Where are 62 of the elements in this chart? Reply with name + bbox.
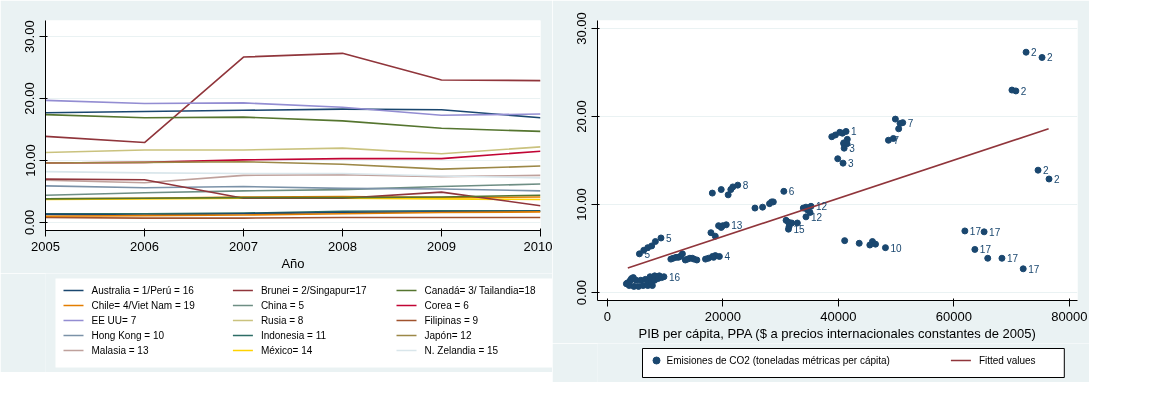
x-tick-label: 2007 — [229, 238, 258, 254]
x-tick-label: 2008 — [328, 238, 357, 254]
legend-label: Chile= 4/Viet Nam = 19 — [91, 300, 196, 311]
legend-label: Australia = 1/Perú = 16 — [91, 285, 195, 296]
x-tick-label: 40000 — [820, 308, 857, 324]
annotation: 15 — [793, 224, 806, 236]
annotation: 2 — [1043, 165, 1050, 177]
annotation: 13 — [731, 219, 743, 231]
legend-label: Indonesia = 11 — [260, 330, 327, 341]
y-tick-label: 20.00 — [22, 82, 38, 115]
annotation: 2 — [1054, 173, 1061, 185]
x-tick-label: 2009 — [427, 238, 456, 254]
y-tick-label: 30.00 — [574, 12, 590, 45]
annotation: 8 — [742, 180, 749, 192]
x-tick-label: 2010 — [523, 238, 553, 254]
legend-label: Rusia = 8 — [260, 315, 304, 326]
y-tick-label: 20.00 — [574, 100, 590, 133]
legend-label: Canadá= 3/ Tailandia=18 — [424, 285, 536, 296]
annotation: 17 — [1006, 253, 1019, 265]
annotation: 12 — [815, 201, 828, 213]
y-tick-label: 10.00 — [574, 188, 590, 221]
y-tick-label: 30.00 — [22, 20, 38, 53]
annotation: 2 — [1047, 52, 1054, 64]
annotation: 3 — [849, 143, 856, 155]
legend-label: Fitted values — [978, 355, 1036, 366]
legend-label: China = 5 — [260, 300, 305, 311]
annotation: 7 — [907, 117, 914, 129]
legend-label: Hong Kong = 10 — [91, 330, 165, 341]
y-tick-label: 10.00 — [22, 144, 38, 177]
legend-label: EE UU= 7 — [91, 315, 137, 326]
x-tick-label: 60000 — [935, 308, 972, 324]
annotation: 4 — [724, 251, 731, 263]
x-tick-label: 2005 — [31, 238, 60, 254]
legend-label: Brunei = 2/Singapur=17 — [260, 285, 367, 296]
annotation: 17 — [969, 225, 982, 237]
annotation: 16 — [668, 271, 681, 283]
annotation: 17 — [1028, 263, 1040, 275]
annotation: 6 — [788, 186, 795, 198]
x-tick-label: 80000 — [1051, 308, 1088, 324]
legend-label: Filipinas = 9 — [424, 315, 479, 326]
x-axis-title: Año — [281, 255, 305, 271]
legend-label: México= 14 — [260, 345, 313, 356]
legend-label: N. Zelandia = 15 — [424, 345, 499, 356]
annotation: 17 — [979, 244, 992, 256]
annotation: 17 — [989, 226, 1001, 238]
x-axis-title: PIB per cápita, PPA ($ a precios internacionales constantes de 2005) — [638, 325, 1036, 341]
annotation: 2 — [1031, 47, 1038, 59]
annotation: 3 — [848, 158, 855, 170]
legend-label: Malasia = 13 — [91, 345, 149, 356]
annotation: 5 — [665, 232, 672, 244]
annotation: 12 — [810, 211, 823, 223]
x-tick-label: 20000 — [704, 308, 741, 324]
legend-label: Emisiones de CO2 (toneladas métricas per cápita) — [666, 355, 890, 366]
x-tick-label: 2006 — [130, 238, 159, 254]
x-tick-label: 0 — [603, 308, 611, 324]
annotation: 2 — [1020, 85, 1027, 97]
legend-label: Japón= 12 — [424, 330, 472, 341]
annotation: 10 — [890, 242, 902, 254]
legend-label: Corea = 6 — [424, 300, 470, 311]
y-tick-label: 0.00 — [22, 209, 38, 236]
annotation: 1 — [851, 126, 858, 138]
y-tick-label: 0.00 — [574, 279, 590, 306]
